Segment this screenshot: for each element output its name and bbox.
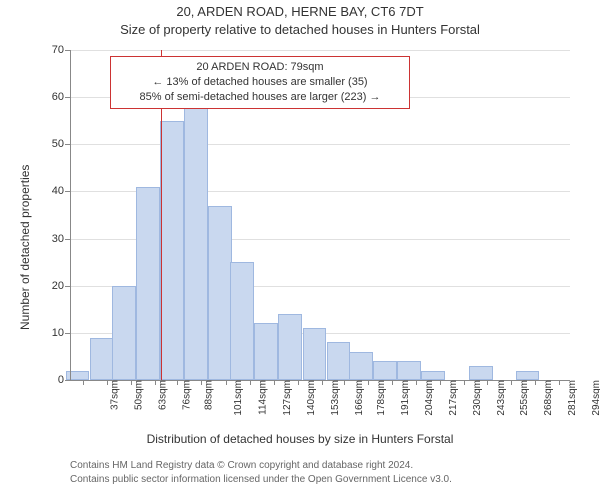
x-tick xyxy=(440,380,441,385)
x-tick xyxy=(107,380,108,385)
x-tick xyxy=(155,380,156,385)
x-tick-label: 255sqm xyxy=(515,380,530,416)
x-tick xyxy=(344,380,345,385)
x-tick-label: 127sqm xyxy=(278,380,293,416)
x-tick-label: 268sqm xyxy=(539,380,554,416)
x-tick-label: 294sqm xyxy=(587,380,600,416)
histogram-bar xyxy=(516,371,540,380)
x-tick xyxy=(177,380,178,385)
x-tick xyxy=(250,380,251,385)
x-tick xyxy=(201,380,202,385)
grid-line xyxy=(70,50,570,51)
histogram-bar xyxy=(136,187,160,380)
grid-line xyxy=(70,144,570,145)
chart-subtitle: Size of property relative to detached ho… xyxy=(0,22,600,37)
x-tick xyxy=(298,380,299,385)
x-tick xyxy=(322,380,323,385)
x-tick-label: 191sqm xyxy=(396,380,411,416)
x-tick xyxy=(131,380,132,385)
footer-license: Contains public sector information licen… xyxy=(70,474,452,485)
x-tick xyxy=(487,380,488,385)
x-tick-label: 114sqm xyxy=(253,380,268,415)
x-tick xyxy=(559,380,560,385)
x-tick-label: 217sqm xyxy=(444,380,459,416)
x-tick-label: 243sqm xyxy=(493,380,508,416)
plot-area: 01020304050607037sqm50sqm63sqm76sqm88sqm… xyxy=(70,50,570,380)
histogram-bar xyxy=(327,342,351,380)
chart-container: 20, ARDEN ROAD, HERNE BAY, CT6 7DT Size … xyxy=(0,0,600,500)
histogram-bar xyxy=(230,262,254,380)
histogram-bar xyxy=(112,286,136,380)
x-tick xyxy=(511,380,512,385)
x-tick-label: 166sqm xyxy=(350,380,365,416)
chart-address-title: 20, ARDEN ROAD, HERNE BAY, CT6 7DT xyxy=(0,4,600,19)
histogram-bar xyxy=(349,352,373,380)
histogram-bar xyxy=(278,314,302,380)
x-tick-label: 76sqm xyxy=(178,380,193,410)
histogram-bar xyxy=(421,371,445,380)
annotation-line: 20 ARDEN ROAD: 79sqm xyxy=(117,60,403,75)
histogram-bar xyxy=(303,328,327,380)
x-tick-label: 204sqm xyxy=(420,380,435,416)
x-tick xyxy=(392,380,393,385)
x-tick xyxy=(226,380,227,385)
x-tick-label: 101sqm xyxy=(230,380,245,416)
x-tick-label: 153sqm xyxy=(326,380,341,416)
x-tick-label: 230sqm xyxy=(468,380,483,416)
histogram-bar xyxy=(184,107,208,380)
x-tick xyxy=(274,380,275,385)
histogram-bar xyxy=(90,338,114,380)
y-axis-label: Number of detached properties xyxy=(18,165,32,330)
y-axis-line xyxy=(70,50,71,380)
histogram-bar xyxy=(254,323,278,380)
histogram-bar xyxy=(373,361,397,380)
x-tick xyxy=(368,380,369,385)
x-tick xyxy=(535,380,536,385)
x-tick-label: 140sqm xyxy=(302,380,317,416)
annotation-line: ← 13% of detached houses are smaller (35… xyxy=(117,75,403,90)
histogram-bar xyxy=(208,206,232,380)
x-tick xyxy=(464,380,465,385)
histogram-bar xyxy=(469,366,493,380)
x-tick xyxy=(416,380,417,385)
x-tick xyxy=(83,380,84,385)
x-tick-label: 178sqm xyxy=(372,380,387,416)
annotation-box: 20 ARDEN ROAD: 79sqm← 13% of detached ho… xyxy=(110,56,410,109)
x-tick-label: 281sqm xyxy=(563,380,578,416)
histogram-bar xyxy=(160,121,184,380)
footer-copyright: Contains HM Land Registry data © Crown c… xyxy=(70,460,413,471)
x-axis-label: Distribution of detached houses by size … xyxy=(0,432,600,446)
histogram-bar xyxy=(397,361,421,380)
annotation-line: 85% of semi-detached houses are larger (… xyxy=(117,90,403,105)
